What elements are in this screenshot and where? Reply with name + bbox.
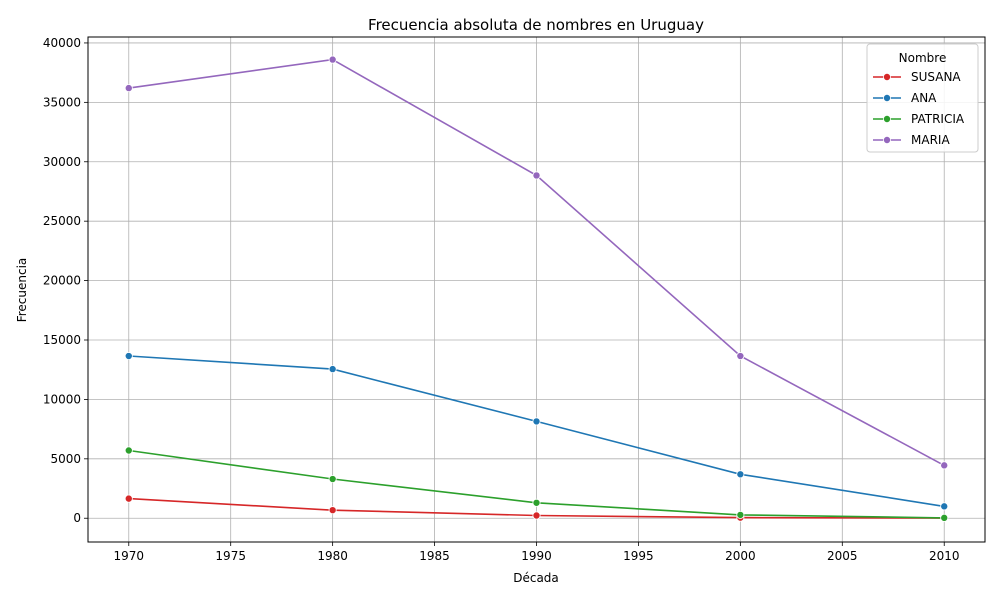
data-point-maria [736,352,745,361]
data-point-ana [940,502,949,511]
data-point-maria [124,84,133,93]
y-tick-label: 10000 [43,392,81,406]
x-tick-label: 1995 [623,549,654,563]
data-point-ana [736,470,745,479]
y-tick-label: 35000 [43,95,81,109]
x-tick-label: 2005 [827,549,858,563]
data-point-patricia [940,513,949,522]
x-tick-label: 1970 [113,549,144,563]
axis-ticks: 1970 1975 1980 1985 1990 1995 2000 2005 2010 0 500… [43,36,960,563]
legend-box [866,43,979,153]
legend-marker-susana [883,73,892,82]
data-point-maria [328,55,337,64]
data-point-patricia [736,510,745,519]
legend-item-patricia: PATRICIA [873,112,965,126]
data-point-ana [532,417,541,426]
legend-label-patricia: PATRICIA [911,112,965,126]
x-tick-label: 1980 [317,549,348,563]
legend-marker-patricia [883,115,892,124]
y-tick-label: 25000 [43,214,81,228]
data-point-patricia [532,498,541,507]
y-tick-label: 30000 [43,155,81,169]
series-lines [124,55,949,523]
legend-marker-ana [883,94,892,103]
x-tick-label: 1985 [419,549,450,563]
data-point-maria [532,171,541,180]
legend-item-maria: MARIA [873,133,950,147]
x-tick-label: 1975 [215,549,246,563]
series-patricia [124,446,949,522]
x-tick-label: 2010 [929,549,960,563]
legend-title: Nombre [899,51,947,65]
data-point-patricia [124,446,133,455]
y-tick-label: 40000 [43,36,81,50]
y-tick-label: 0 [73,511,81,525]
y-tick-label: 15000 [43,333,81,347]
legend: Nombre SUSANA ANA PATRICIA MARIA [866,43,979,153]
data-point-ana [328,365,337,374]
data-point-patricia [328,475,337,484]
legend-label-ana: ANA [911,91,937,105]
y-tick-label: 20000 [43,274,81,288]
x-tick-label: 2000 [725,549,756,563]
legend-item-susana: SUSANA [873,70,961,84]
data-point-susana [124,494,133,503]
y-tick-label: 5000 [50,452,81,466]
series-ana [124,352,949,511]
x-tick-label: 1990 [521,549,552,563]
data-point-susana [328,506,337,515]
legend-label-susana: SUSANA [911,70,961,84]
legend-item-ana: ANA [873,91,937,105]
series-maria [124,55,949,470]
chart-title: Frecuencia absoluta de nombres en Urugua… [368,16,704,34]
y-axis-label: Frecuencia [15,258,29,323]
data-point-maria [940,461,949,470]
legend-label-maria: MARIA [911,133,950,147]
x-axis-label: Década [513,571,559,585]
data-point-susana [532,511,541,520]
data-point-ana [124,352,133,361]
grid [88,37,985,542]
legend-marker-maria [883,135,892,144]
